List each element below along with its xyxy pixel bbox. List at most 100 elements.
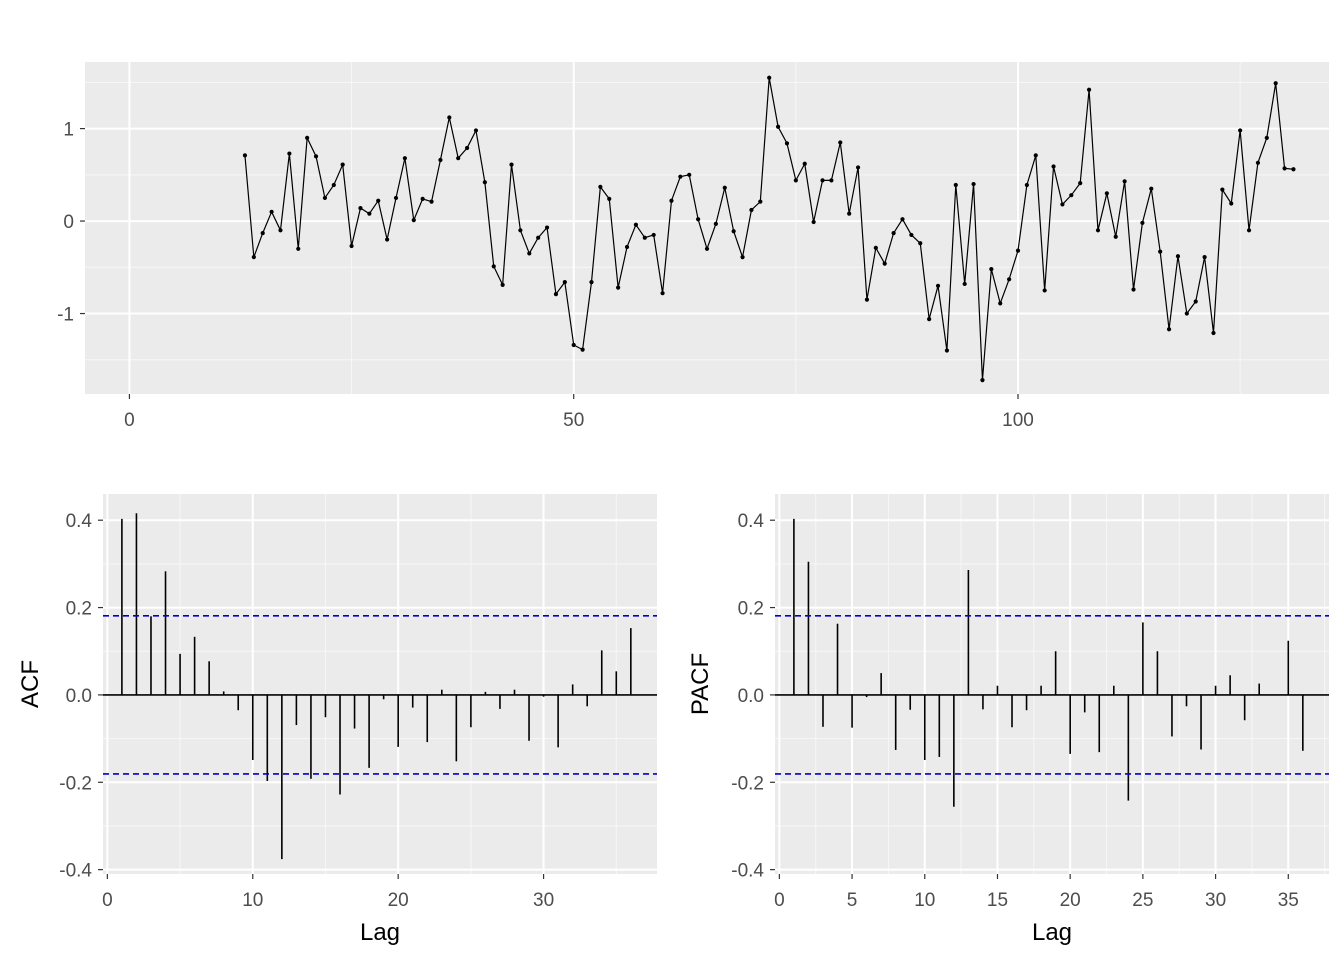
data-point <box>420 196 425 201</box>
data-point <box>740 255 745 260</box>
x-tick-label: 0 <box>102 890 113 911</box>
x-tick-label: 10 <box>914 890 935 911</box>
y-tick-label: 0.2 <box>66 599 92 620</box>
x-tick-label: 100 <box>1002 410 1034 431</box>
data-point <box>1069 193 1074 198</box>
data-point <box>331 182 336 188</box>
data-point <box>829 178 834 183</box>
data-point <box>1104 191 1109 196</box>
data-point <box>873 245 878 250</box>
data-point <box>1264 135 1269 140</box>
data-point <box>633 222 639 227</box>
data-point <box>358 206 363 211</box>
data-point <box>1184 311 1189 316</box>
data-point <box>296 246 301 251</box>
data-point <box>242 153 248 158</box>
time-series-plot: 0 50 100 -1 0 1 <box>57 62 1329 431</box>
data-point <box>1113 234 1118 239</box>
data-point <box>1015 248 1021 253</box>
data-point <box>927 316 932 322</box>
data-point <box>642 235 647 240</box>
data-point <box>402 156 407 161</box>
data-point <box>536 235 541 240</box>
data-point <box>687 172 692 177</box>
data-point <box>1175 254 1181 259</box>
data-point <box>713 221 718 226</box>
data-point <box>322 195 328 201</box>
data-point <box>962 281 967 287</box>
data-point <box>1086 87 1092 92</box>
data-point <box>1246 228 1252 233</box>
data-point <box>1024 182 1029 188</box>
x-axis-title: Lag <box>1032 919 1072 946</box>
data-point <box>349 243 354 249</box>
x-tick-label: 5 <box>847 890 858 911</box>
data-point <box>367 211 372 216</box>
x-axis-title: Lag <box>360 919 400 946</box>
data-point <box>580 347 585 352</box>
data-point <box>918 241 923 246</box>
data-point <box>784 141 790 146</box>
data-point <box>429 199 434 204</box>
x-tick-label: 25 <box>1132 890 1153 911</box>
data-point <box>260 230 265 236</box>
x-tick-label: 10 <box>242 890 263 911</box>
data-point <box>527 251 532 256</box>
x-tick-label: 0 <box>124 410 135 431</box>
data-point <box>1255 160 1261 165</box>
data-point <box>376 198 381 203</box>
data-point <box>802 161 807 166</box>
data-point <box>1033 153 1038 158</box>
data-point <box>562 280 567 285</box>
data-point <box>571 342 576 348</box>
data-point <box>607 196 612 201</box>
x-tick-label: 20 <box>1060 890 1081 911</box>
data-point <box>473 128 479 133</box>
data-point <box>1229 201 1234 206</box>
panel-background <box>775 494 1329 874</box>
data-point <box>456 156 461 161</box>
data-point <box>811 219 816 225</box>
data-point <box>385 237 390 242</box>
data-point <box>1060 202 1065 207</box>
data-point <box>775 124 781 129</box>
data-point <box>704 246 710 251</box>
y-tick-label: 0 <box>63 212 74 233</box>
y-axis-title: ACF <box>17 660 44 708</box>
data-point <box>1211 330 1216 336</box>
panel-background <box>85 62 1329 394</box>
data-point <box>1051 164 1056 169</box>
data-point <box>891 230 896 236</box>
data-point <box>731 229 736 234</box>
data-point <box>1282 166 1287 171</box>
y-tick-label: 0.2 <box>738 599 764 620</box>
data-point <box>864 297 870 302</box>
data-point <box>438 157 443 163</box>
y-axis-title: PACF <box>687 653 714 715</box>
data-point <box>980 378 985 383</box>
panel-background <box>103 494 657 874</box>
data-point <box>935 283 941 288</box>
data-point <box>482 180 487 185</box>
data-point <box>838 140 843 145</box>
data-point <box>1140 220 1145 226</box>
y-tick-label: -0.2 <box>731 773 764 794</box>
data-point <box>678 174 683 179</box>
data-point <box>305 135 310 140</box>
data-point <box>749 207 754 213</box>
data-point <box>1273 81 1278 86</box>
data-point <box>1122 179 1127 184</box>
data-point <box>313 154 319 159</box>
data-point <box>1238 128 1243 133</box>
data-point <box>598 184 603 189</box>
data-point <box>589 280 594 285</box>
data-point <box>722 185 727 190</box>
data-point <box>464 145 470 151</box>
data-point <box>758 199 763 204</box>
data-point <box>1202 255 1207 260</box>
data-point <box>651 232 656 238</box>
data-point <box>1007 277 1012 282</box>
data-point <box>447 115 452 120</box>
data-point <box>500 282 505 287</box>
x-tick-label: 15 <box>987 890 1008 911</box>
